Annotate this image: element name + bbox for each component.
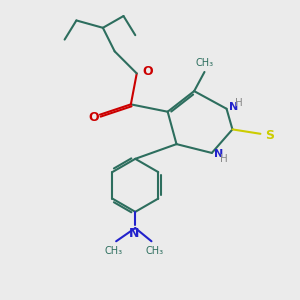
Text: S: S — [265, 129, 274, 142]
Text: CH₃: CH₃ — [146, 246, 164, 256]
Text: O: O — [142, 65, 153, 79]
Text: CH₃: CH₃ — [104, 246, 122, 256]
Text: H: H — [220, 154, 228, 164]
Text: N: N — [214, 149, 224, 159]
Text: N: N — [229, 102, 238, 112]
Text: H: H — [235, 98, 243, 109]
Text: N: N — [129, 227, 139, 240]
Text: CH₃: CH₃ — [195, 58, 214, 68]
Text: O: O — [89, 110, 99, 124]
